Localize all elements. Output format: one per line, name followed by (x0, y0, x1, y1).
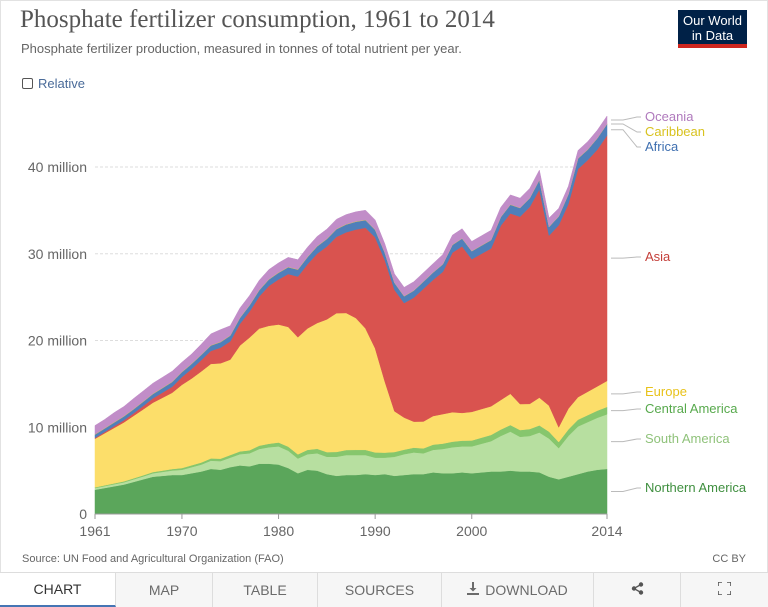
x-tick-label: 2000 (456, 523, 487, 539)
relative-label: Relative (38, 76, 85, 91)
area-series (94, 115, 608, 515)
x-tick-label: 1961 (79, 523, 110, 539)
legend-label-europe[interactable]: Europe (645, 384, 687, 399)
tab-chart[interactable]: CHART (0, 573, 116, 607)
legend-connector (611, 256, 641, 259)
y-tick-label: 40 million (28, 159, 87, 175)
legend-label-africa[interactable]: Africa (645, 139, 679, 154)
chart-subtitle: Phosphate fertilizer production, measure… (21, 41, 462, 56)
y-tick-label: 20 million (28, 333, 87, 349)
legend-label-asia[interactable]: Asia (645, 249, 671, 264)
legend-label-oceania[interactable]: Oceania (645, 109, 694, 124)
legend-label-central-america[interactable]: Central America (645, 401, 738, 416)
logo-line-2: in Data (691, 28, 734, 43)
y-tick-label: 30 million (28, 246, 87, 262)
tab-download-label: DOWNLOAD (485, 582, 568, 598)
legend-label-northern-america[interactable]: Northern America (645, 480, 747, 495)
share-button[interactable] (594, 573, 681, 607)
axes: 0 10 million 20 million 30 million 40 millio… (28, 159, 623, 539)
y-tick-label: 10 million (28, 419, 87, 435)
chart-title: Phosphate fertilizer consumption, 1961 t… (20, 6, 495, 33)
legend: Northern America South America Central Ame… (611, 109, 747, 495)
tab-table[interactable]: TABLE (213, 573, 318, 607)
source-note: Source: UN Food and Agricultural Organiz… (22, 553, 284, 565)
legend-connector (611, 129, 641, 148)
area-oceania[interactable] (94, 115, 608, 435)
logo-line-1: Our World (683, 13, 742, 28)
y-tick-label: 0 (79, 506, 87, 522)
relative-toggle[interactable]: Relative (22, 76, 85, 91)
legend-connector (611, 116, 641, 121)
tab-map[interactable]: MAP (116, 573, 213, 607)
legend-connector (611, 487, 641, 492)
legend-connector (611, 438, 641, 443)
tab-download[interactable]: DOWNLOAD (442, 573, 594, 607)
bottom-tab-bar: CHART MAP TABLE SOURCES DOWNLOAD (0, 572, 768, 607)
legend-label-south-america[interactable]: South America (645, 431, 730, 446)
tab-map-label: MAP (148, 582, 180, 598)
legend-connector (611, 391, 641, 395)
relative-checkbox[interactable] (22, 78, 33, 89)
x-tick-label: 1980 (263, 523, 294, 539)
tab-table-label: TABLE (243, 582, 287, 598)
share-icon (631, 582, 644, 598)
legend-connector (611, 408, 641, 412)
x-tick-label: 1990 (360, 523, 391, 539)
owid-logo[interactable]: Our World in Data (678, 10, 747, 48)
tab-sources[interactable]: SOURCES (318, 573, 442, 607)
legend-label-caribbean[interactable]: Caribbean (645, 124, 705, 139)
tab-sources-label: SOURCES (344, 582, 415, 598)
legend-connector (611, 123, 641, 133)
tab-chart-label: CHART (33, 581, 82, 597)
fullscreen-button[interactable] (681, 573, 768, 607)
x-tick-label: 2014 (591, 523, 622, 539)
download-icon (467, 582, 480, 598)
license-link[interactable]: CC BY (712, 553, 746, 565)
stacked-area-chart: 0 10 million 20 million 30 million 40 millio… (28, 109, 747, 539)
x-tick-label: 1970 (166, 523, 197, 539)
fullscreen-icon (717, 581, 732, 598)
